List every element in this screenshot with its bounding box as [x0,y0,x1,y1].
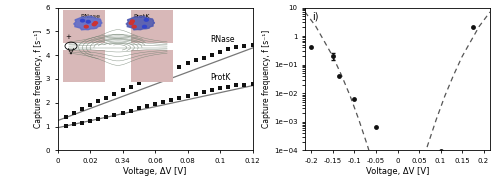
X-axis label: Voltage, ΔV [V]: Voltage, ΔV [V] [366,167,429,176]
Text: RNase: RNase [210,35,235,44]
Text: ProtK: ProtK [210,73,231,82]
X-axis label: Voltage, ΔV [V]: Voltage, ΔV [V] [124,167,186,176]
Text: i): i) [312,12,319,22]
Y-axis label: Capture frequency, f [s⁻¹]: Capture frequency, f [s⁻¹] [34,30,42,128]
Y-axis label: Capture frequency, f [s⁻¹]: Capture frequency, f [s⁻¹] [262,30,271,128]
